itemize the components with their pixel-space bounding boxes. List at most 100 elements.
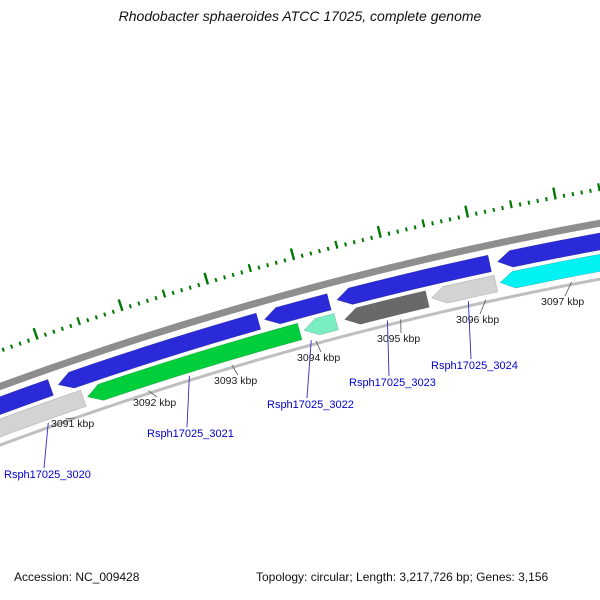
ruler-tick (274, 260, 278, 265)
ruler-tick (536, 198, 540, 204)
ruler-tick (344, 242, 347, 247)
ruler-tick (128, 304, 132, 309)
gene-arrow[interactable] (86, 322, 303, 401)
ruler-tick (474, 211, 478, 216)
ruler-tick (94, 315, 98, 320)
ruler-tick (361, 237, 365, 243)
ruler-tick (421, 219, 426, 228)
gene-arrow[interactable] (336, 254, 492, 305)
ruler-tick (257, 265, 261, 270)
footer-accession: Accession: NC_009428 (14, 570, 140, 584)
ruler-tick (309, 251, 313, 256)
position-label: 3093 kbp (214, 375, 257, 387)
ruler-tick (545, 197, 548, 202)
position-leader-line (564, 281, 572, 297)
gene-leader-line (43, 422, 49, 469)
position-label: 3091 kbp (51, 418, 94, 430)
ruler-tick (161, 289, 167, 298)
ruler-tick (404, 227, 408, 232)
ruler-tick (266, 262, 270, 268)
ruler-tick (145, 298, 149, 304)
ruler-tick (552, 187, 557, 200)
position-leader-line (315, 340, 322, 353)
ruler-tick (26, 338, 31, 343)
position-leader-line (479, 299, 487, 315)
ruler-tick (589, 188, 592, 193)
position-leader-line (231, 364, 239, 376)
ruler-tick (492, 207, 496, 213)
ruler-tick (501, 205, 504, 211)
gene-leader-line (387, 320, 390, 377)
gene-arrow[interactable] (431, 274, 499, 304)
ruler-tick (413, 225, 417, 230)
gene-label[interactable]: Rsph17025_3020 (4, 469, 91, 481)
ruler-tick (509, 200, 513, 209)
ruler-tick (464, 205, 470, 218)
gene-arrow[interactable] (0, 389, 87, 442)
ruler-tick (103, 312, 107, 317)
gene-arrow[interactable] (0, 378, 54, 422)
footer-stats: Topology: circular; Length: 3,217,726 bp… (256, 570, 549, 584)
gene-arrow[interactable] (57, 312, 262, 389)
ruler-tick (300, 253, 304, 258)
position-leader-line (65, 417, 76, 420)
ruler-tick (203, 272, 210, 285)
ruler-tick (352, 240, 356, 245)
gene-arrow[interactable] (496, 226, 600, 268)
position-label: 3095 kbp (377, 333, 420, 345)
ruler-tick (214, 277, 218, 283)
gene-label[interactable]: Rsph17025_3021 (147, 428, 234, 440)
ruler-tick (32, 327, 39, 340)
ruler-tick (154, 295, 158, 301)
ruler-tick (571, 191, 575, 197)
ruler-tick (52, 329, 56, 334)
ruler-tick (10, 344, 14, 349)
ruler-tick (247, 263, 252, 273)
ruler-tick (518, 202, 522, 207)
ruler-tick (111, 309, 115, 314)
gene-label[interactable]: Rsph17025_3024 (431, 360, 518, 372)
ruler-tick (43, 332, 48, 337)
ruler-tick (527, 200, 531, 205)
gene-arrow[interactable] (499, 246, 600, 289)
ruler-tick (86, 317, 90, 323)
ruler-tick (483, 209, 487, 214)
position-label: 3092 kbp (133, 397, 176, 409)
ruler-tick (580, 190, 583, 195)
ruler-tick (231, 272, 235, 278)
ruler-tick (240, 270, 244, 275)
gene-arrow[interactable] (344, 290, 430, 325)
gene-label[interactable]: Rsph17025_3022 (267, 399, 354, 411)
ruler-tick (439, 219, 443, 224)
ruler-tick (60, 326, 64, 332)
ruler-tick (289, 248, 296, 261)
ruler-tick (69, 323, 73, 329)
ruler-tick (188, 285, 192, 290)
position-label: 3094 kbp (297, 352, 340, 364)
ruler-tick (117, 299, 124, 312)
gene-arrow[interactable] (303, 313, 339, 336)
ruler-tick (457, 215, 461, 220)
ruler-tick (180, 288, 184, 293)
ruler-tick (197, 282, 201, 288)
gene-label[interactable]: Rsph17025_3023 (349, 377, 436, 389)
ruler-tick (171, 290, 175, 296)
page-title: Rhodobacter sphaeroides ATCC 17025, comp… (118, 8, 482, 24)
gene-leader-line (186, 375, 190, 428)
backbone-ring (0, 219, 600, 391)
ruler-tick (326, 246, 330, 252)
ruler-tick (283, 258, 287, 263)
position-label: 3096 kbp (456, 314, 499, 326)
ruler-tick (597, 183, 600, 192)
ruler-tick (318, 248, 321, 254)
ruler-tick (376, 225, 382, 238)
ruler-tick (396, 229, 400, 234)
ruler-tick (431, 221, 434, 226)
gene-leader-line (467, 301, 472, 360)
position-leader-line (148, 390, 158, 398)
ruler-tick (1, 347, 5, 352)
gene-arrow[interactable] (263, 293, 332, 325)
ruler-tick (334, 240, 339, 249)
